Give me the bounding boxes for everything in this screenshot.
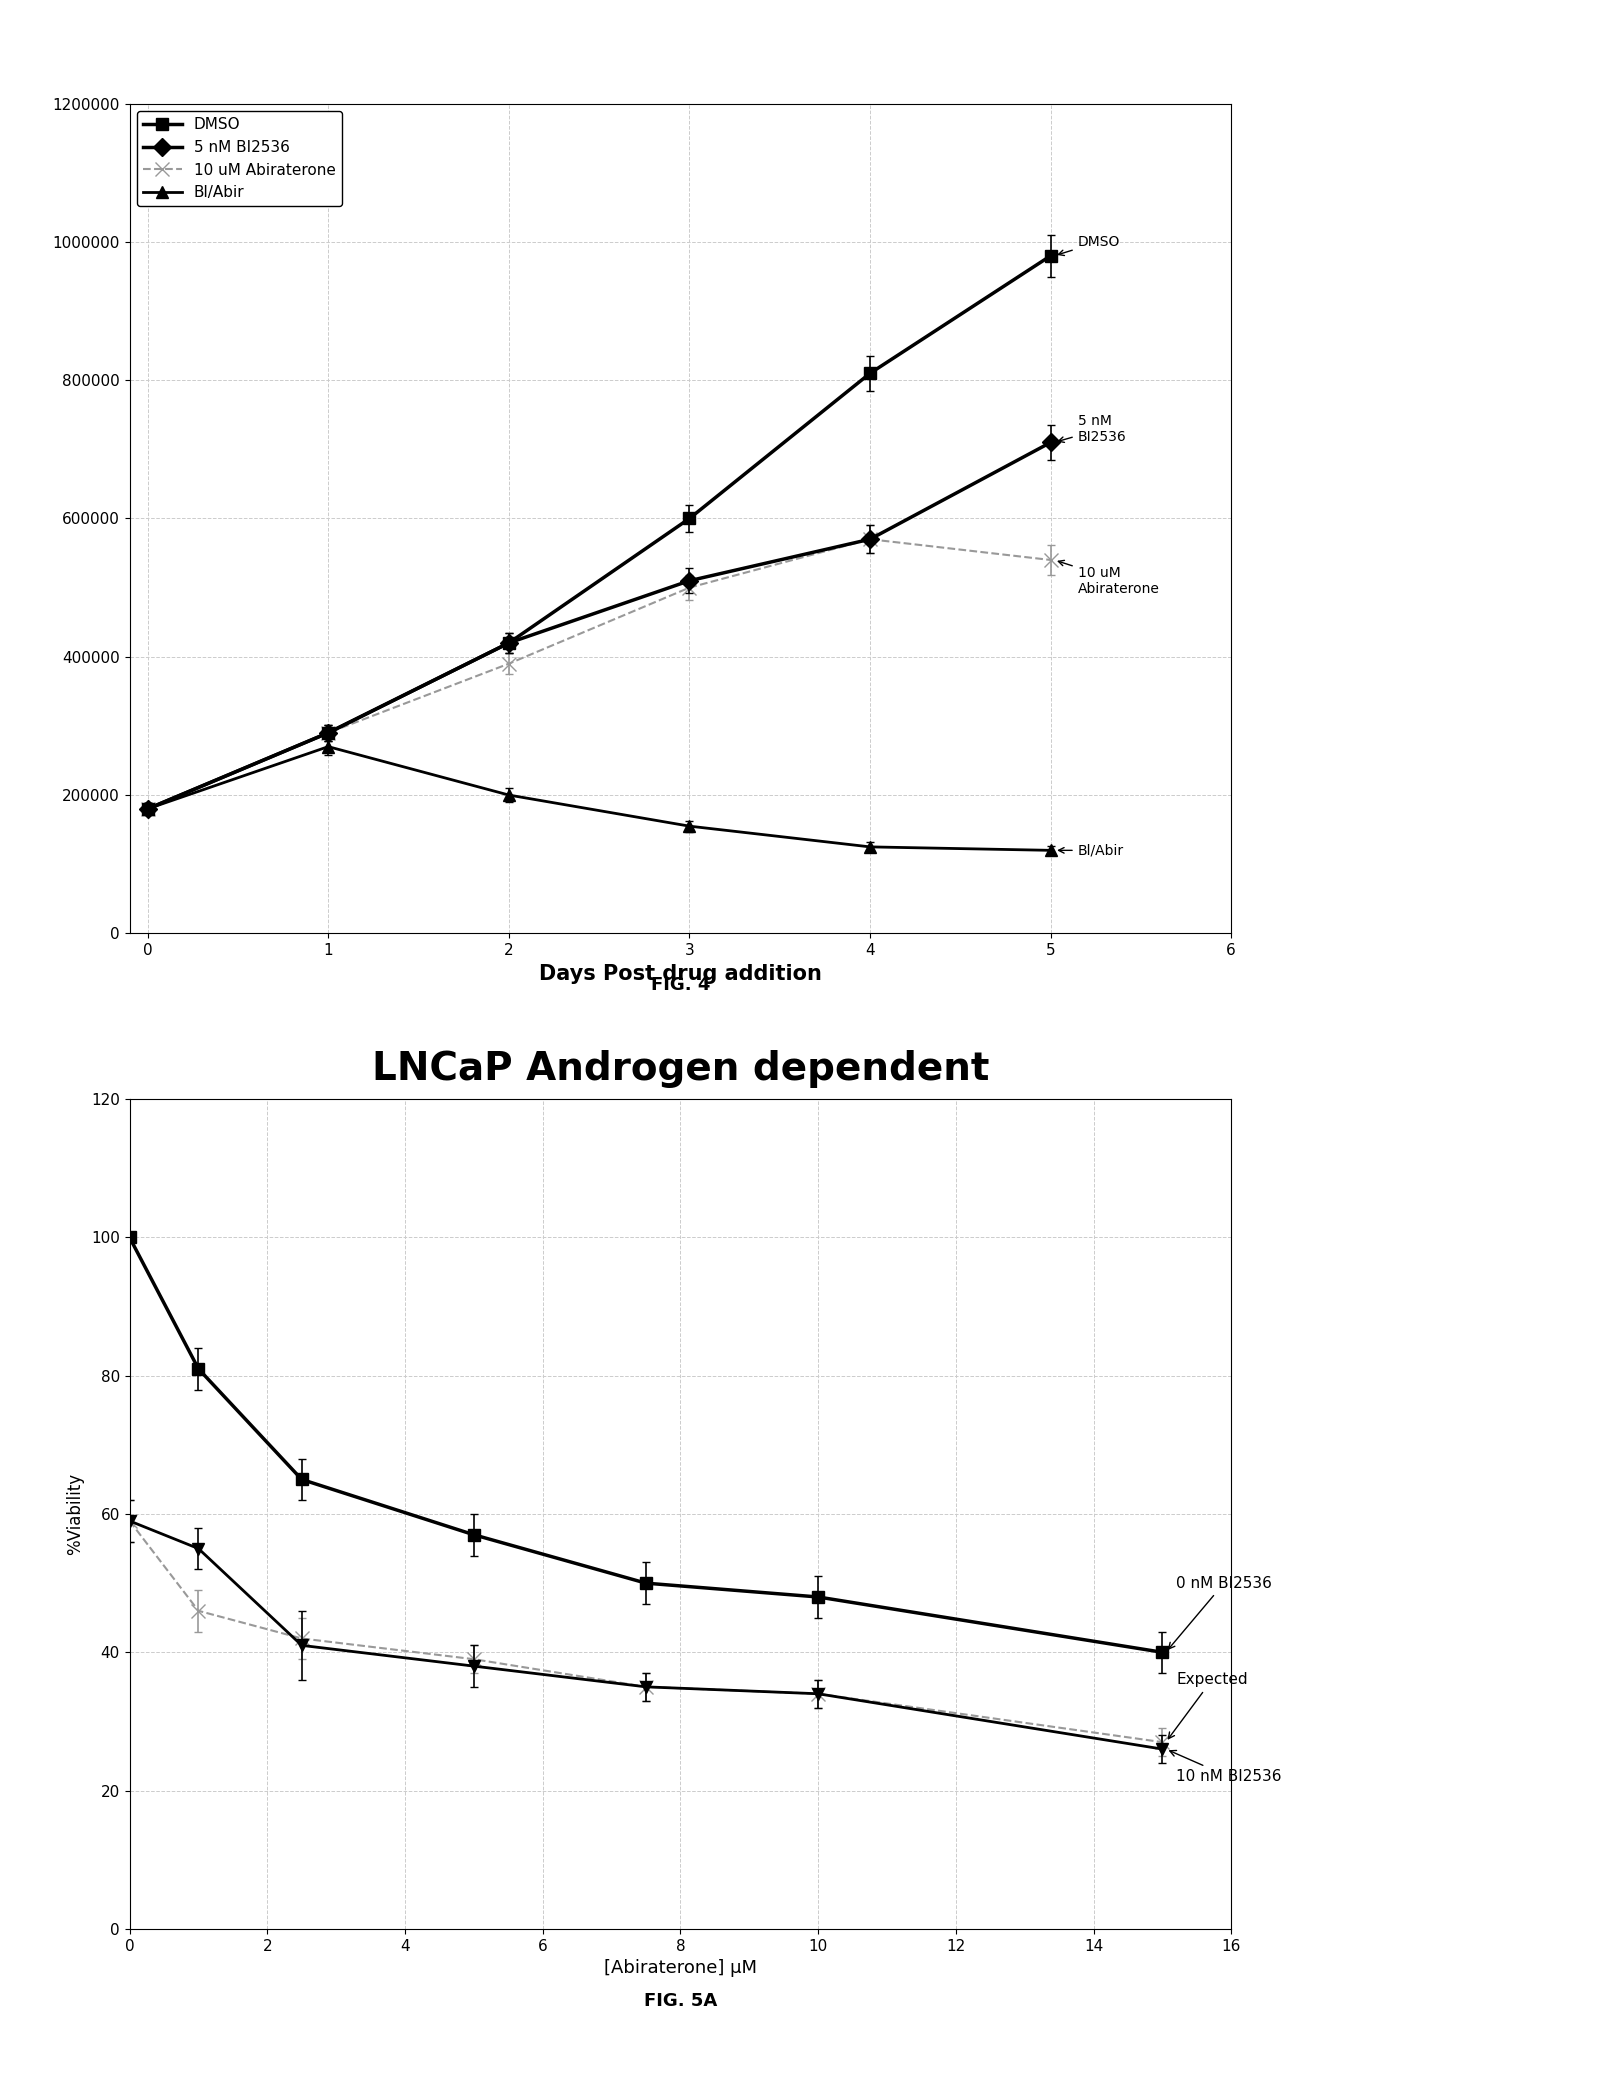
Text: DMSO: DMSO xyxy=(1058,234,1119,255)
Text: 0 nM BI2536: 0 nM BI2536 xyxy=(1168,1576,1272,1649)
Text: 10 uM
Abiraterone: 10 uM Abiraterone xyxy=(1058,560,1160,595)
Text: Expected: Expected xyxy=(1168,1672,1247,1738)
Y-axis label: %Viability: %Viability xyxy=(66,1473,84,1556)
Text: FIG. 4: FIG. 4 xyxy=(651,977,710,993)
X-axis label: [Abiraterone] μM: [Abiraterone] μM xyxy=(604,1960,757,1977)
X-axis label: Days Post drug addition: Days Post drug addition xyxy=(539,964,821,983)
Text: Bl/Abir: Bl/Abir xyxy=(1058,844,1124,857)
Legend: DMSO, 5 nM BI2536, 10 uM Abiraterone, Bl/Abir: DMSO, 5 nM BI2536, 10 uM Abiraterone, Bl… xyxy=(138,112,342,207)
Text: FIG. 5A: FIG. 5A xyxy=(643,1993,718,2010)
Title: LNCaP Androgen dependent: LNCaP Androgen dependent xyxy=(371,1049,990,1087)
Text: 5 nM
BI2536: 5 nM BI2536 xyxy=(1058,413,1126,444)
Text: 10 nM BI2536: 10 nM BI2536 xyxy=(1170,1750,1281,1784)
